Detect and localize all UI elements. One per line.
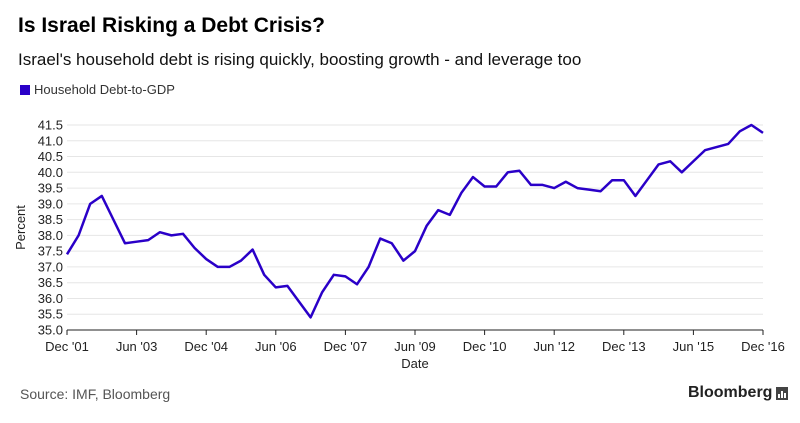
y-tick-label: 35.0 bbox=[38, 323, 63, 338]
chart-title: Is Israel Risking a Debt Crisis? bbox=[18, 14, 325, 37]
legend: Household Debt-to-GDP bbox=[20, 82, 175, 97]
x-tick-label: Jun '03 bbox=[116, 339, 158, 354]
legend-swatch bbox=[20, 84, 30, 95]
x-tick-label: Jun '06 bbox=[255, 339, 297, 354]
x-tick-label: Dec '04 bbox=[184, 339, 228, 354]
y-tick-label: 37.5 bbox=[38, 244, 63, 259]
x-tick-label: Dec '07 bbox=[324, 339, 368, 354]
x-tick-label: Jun '09 bbox=[394, 339, 436, 354]
y-tick-label: 39.0 bbox=[38, 196, 63, 211]
x-tick-label: Jun '15 bbox=[673, 339, 715, 354]
bloomberg-chart-icon bbox=[776, 386, 789, 400]
x-tick-label: Dec '13 bbox=[602, 339, 646, 354]
y-tick-label: 36.0 bbox=[38, 291, 63, 306]
source-note: Source: IMF, Bloomberg bbox=[20, 386, 171, 402]
y-tick-label: 38.5 bbox=[38, 212, 63, 227]
y-tick-label: 39.5 bbox=[38, 181, 63, 196]
grid-lines bbox=[67, 124, 763, 331]
y-axis-ticks: 35.035.536.036.537.037.538.038.539.039.5… bbox=[38, 118, 63, 338]
x-axis-label: Date bbox=[401, 356, 428, 371]
y-tick-label: 41.5 bbox=[38, 118, 63, 133]
y-tick-label: 36.5 bbox=[38, 275, 63, 290]
x-tick-label: Jun '12 bbox=[533, 339, 575, 354]
y-tick-label: 37.0 bbox=[38, 259, 63, 274]
y-tick-label: 35.5 bbox=[38, 307, 63, 322]
series-line-household-debt bbox=[65, 123, 764, 319]
chart-subtitle: Israel's household debt is rising quickl… bbox=[18, 50, 582, 69]
legend-label: Household Debt-to-GDP bbox=[34, 82, 175, 97]
y-tick-label: 38.0 bbox=[38, 228, 63, 243]
y-tick-label: 41.0 bbox=[38, 133, 63, 148]
brand-text: Bloomberg bbox=[688, 384, 773, 401]
y-tick-label: 40.5 bbox=[38, 149, 63, 164]
x-tick-label: Dec '10 bbox=[463, 339, 507, 354]
x-tick-label: Dec '16 bbox=[741, 339, 785, 354]
y-axis-label: Percent bbox=[13, 205, 28, 250]
bloomberg-logo: Bloomberg bbox=[688, 384, 789, 402]
x-tick-label: Dec '01 bbox=[45, 339, 89, 354]
y-tick-label: 40.0 bbox=[38, 165, 63, 180]
x-axis-ticks: Dec '01 Jun '03 Dec '04 Jun '06 Dec '07 Jun '… bbox=[45, 330, 785, 354]
